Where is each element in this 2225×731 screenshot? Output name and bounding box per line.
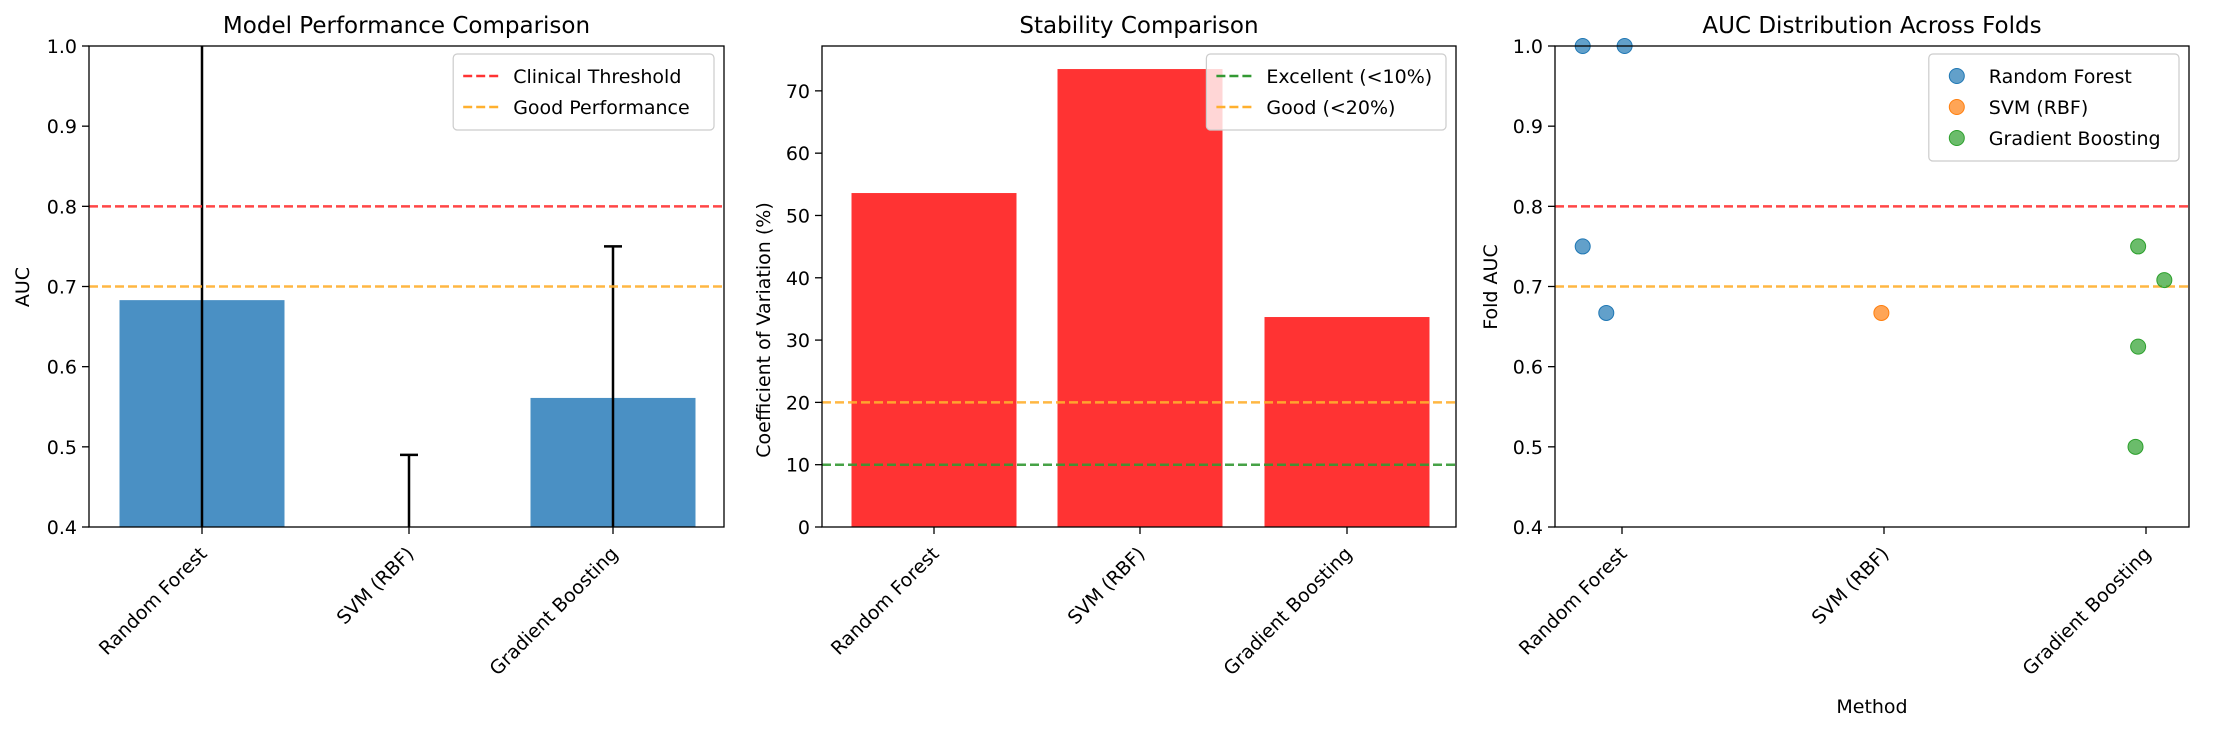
chart-2-xtick-label: SVM (RBF) [1808,543,1894,629]
chart-1-frame [821,45,1457,528]
chart-0-legend-box [452,53,715,131]
chart-2-point-2-3 [2127,438,2144,455]
chart-0-ytick-label: 0.6 [47,357,77,379]
chart-2-ylabel: Fold AUC [1480,244,1502,329]
chart-1-ytick-label: 30 [786,330,810,352]
chart-1-xtick-label: Random Forest [827,543,944,660]
chart-1-legend-label-0: Excellent (<10%) [1266,66,1432,88]
chart-2-title: AUC Distribution Across Folds [1702,13,2041,39]
chart-1-ytick-label: 20 [786,392,810,414]
chart-0-legend-label-0: Clinical Threshold [513,66,681,88]
chart-2-legend-label-2: Gradient Boosting [1989,128,2161,150]
chart-0-ytick-label: 0.9 [47,116,77,138]
chart-0-ytick-label: 1.0 [47,36,77,58]
chart-2-ytick-label: 0.6 [1513,357,1543,379]
chart-2-ytick-label: 0.7 [1513,277,1543,299]
chart-2-point-2-2 [2130,338,2147,355]
chart-1-ytick-label: 60 [786,143,810,165]
chart-0-xtick-label: Gradient Boosting [486,543,623,680]
chart-2-xlabel: Method [1836,696,1907,718]
chart-1-bar-2 [1264,317,1430,527]
chart-2-point-2-1 [2156,272,2173,289]
chart-2-legend-marker-2 [1948,130,1965,146]
chart-2-point-0-2 [1574,238,1591,255]
chart-1-bar-1 [1057,69,1223,528]
chart-1-title: Stability Comparison [1019,13,1258,39]
chart-2-xtick-label: Gradient Boosting [2019,543,2156,680]
chart-0-legend-label-1: Good Performance [513,97,689,119]
stability-chart: Stability Comparison 0 10 20 30 40 50 60 70 Coeff… [753,13,1457,680]
chart-1-legend-box [1205,53,1447,131]
chart-0-xtick-label: Random Forest [95,543,212,660]
chart-2-frame [1554,45,2190,528]
chart-1-ytick-label: 70 [786,81,810,103]
chart-0-ytick-label: 0.5 [47,437,77,459]
chart-2-legend-marker-0 [1948,68,1965,84]
chart-0-title: Model Performance Comparison [223,13,590,39]
chart-2-ytick-label: 0.9 [1513,116,1543,138]
chart-0-ytick-label: 0.7 [47,277,77,299]
chart-2-legend-label-1: SVM (RBF) [1989,97,2088,119]
chart-2-legend-box [1928,53,2180,162]
chart-2-point-0-3 [1598,304,1615,321]
chart-2-ytick-label: 0.4 [1513,517,1543,539]
chart-0-xtick-label: SVM (RBF) [333,543,419,629]
auc-distribution-chart: AUC Distribution Across Folds 0.4 0.5 0.6 0.… [1480,13,2190,718]
chart-2-xtick-label: Random Forest [1515,543,1632,660]
chart-2-point-2-0 [2130,238,2147,255]
chart-1-ytick-label: 0 [798,517,810,539]
chart-1-ytick-label: 10 [786,455,810,477]
chart-2-legend-marker-1 [1948,99,1965,115]
chart-1-ytick-label: 40 [786,268,810,290]
chart-0-frame [88,45,725,528]
chart-0-ytick-label: 0.4 [47,517,77,539]
chart-1-ytick-label: 50 [786,205,810,227]
chart-0-ytick-label: 0.8 [47,196,77,218]
chart-1-bar-0 [851,193,1017,528]
chart-2-point-1-0 [1873,304,1890,321]
chart-2-ytick-label: 0.5 [1513,437,1543,459]
chart-1-ylabel: Coefficient of Variation (%) [753,202,775,457]
chart-2-ytick-label: 1.0 [1513,36,1543,58]
chart-0-ylabel: AUC [12,267,34,307]
chart-1-xtick-label: Gradient Boosting [1220,543,1357,680]
chart-2-legend-label-0: Random Forest [1989,66,2132,88]
performance-chart: Model Performance Comparison 0.4 0.5 0.6 0.7… [12,13,725,680]
chart-1-xtick-label: SVM (RBF) [1064,543,1150,629]
chart-2-ytick-label: 0.8 [1513,196,1543,218]
chart-1-legend-label-1: Good (<20%) [1266,97,1395,119]
